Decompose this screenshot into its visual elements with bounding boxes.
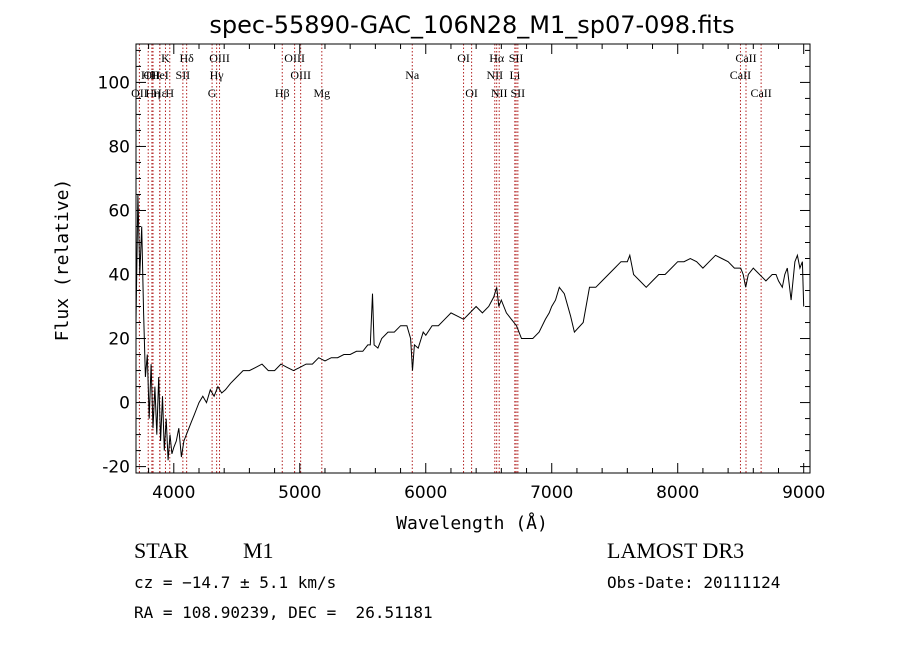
line-label: CaII bbox=[750, 86, 771, 100]
x-tick-label: 8000 bbox=[656, 483, 699, 503]
y-tick-label: -20 bbox=[102, 458, 130, 478]
line-label: CaII bbox=[735, 51, 756, 65]
coordinates: RA = 108.90239, DEC = 26.51181 bbox=[134, 603, 433, 622]
survey-name: LAMOST DR3 bbox=[607, 538, 745, 563]
object-subclass: M1 bbox=[243, 538, 274, 563]
line-label: Hδ bbox=[179, 51, 194, 65]
y-axis-label: Flux (relative) bbox=[52, 179, 73, 342]
line-label: Hα bbox=[489, 51, 505, 65]
axis-ticks: 4000 5000 6000 7000 8000 9000 -20 0 20 40 60 80 100 bbox=[98, 44, 825, 503]
x-tick-label: 9000 bbox=[782, 483, 825, 503]
y-tick-label: 100 bbox=[98, 73, 130, 93]
y-tick-label: 20 bbox=[108, 330, 130, 350]
line-label: OIII bbox=[290, 68, 311, 82]
x-tick-label: 4000 bbox=[152, 483, 195, 503]
x-tick-label: 7000 bbox=[530, 483, 573, 503]
y-tick-label: 60 bbox=[108, 201, 130, 221]
x-tick-label: 5000 bbox=[278, 483, 321, 503]
line-label: SII bbox=[509, 51, 524, 65]
line-label: HeI bbox=[151, 68, 169, 82]
y-tick-label: 40 bbox=[108, 266, 130, 286]
line-label: OII bbox=[144, 68, 161, 82]
x-tick-label: 6000 bbox=[404, 483, 447, 503]
x-axis-label: Wavelength (Å) bbox=[396, 512, 548, 534]
plot-frame bbox=[135, 43, 811, 474]
line-label: OII bbox=[131, 86, 148, 100]
line-label: OIII bbox=[209, 51, 230, 65]
obs-date: Obs-Date: 20111124 bbox=[607, 573, 781, 592]
line-label: Hθ bbox=[141, 68, 156, 82]
line-label: SII bbox=[511, 86, 526, 100]
line-label: Hη bbox=[146, 86, 161, 100]
line-label: OI bbox=[457, 51, 470, 65]
emission-line-markers bbox=[138, 44, 762, 473]
line-label: Hγ bbox=[210, 68, 225, 82]
line-label: Hβ bbox=[275, 86, 290, 100]
spectrum-series-line bbox=[135, 194, 805, 461]
redshift-readout: cz = −14.7 ± 5.1 km/s bbox=[134, 573, 337, 592]
line-label: G bbox=[208, 86, 217, 100]
line-label: NII bbox=[486, 68, 503, 82]
y-tick-label: 80 bbox=[108, 137, 130, 157]
line-label: CaII bbox=[730, 68, 751, 82]
line-label: OIII bbox=[284, 51, 305, 65]
line-label: K bbox=[161, 51, 170, 65]
line-label: Na bbox=[405, 68, 420, 82]
y-tick-label: 0 bbox=[119, 394, 130, 414]
line-label: Hε bbox=[153, 86, 167, 100]
line-label: OI bbox=[465, 86, 478, 100]
line-label: SII bbox=[176, 68, 191, 82]
line-label: Li bbox=[509, 68, 520, 82]
chart-title: spec-55890-GAC_106N28_M1_sp07-098.fits bbox=[209, 11, 734, 39]
line-label: H bbox=[165, 86, 174, 100]
line-label: Mg bbox=[313, 86, 330, 100]
line-label: NII bbox=[491, 86, 508, 100]
object-class: STAR bbox=[134, 538, 189, 563]
